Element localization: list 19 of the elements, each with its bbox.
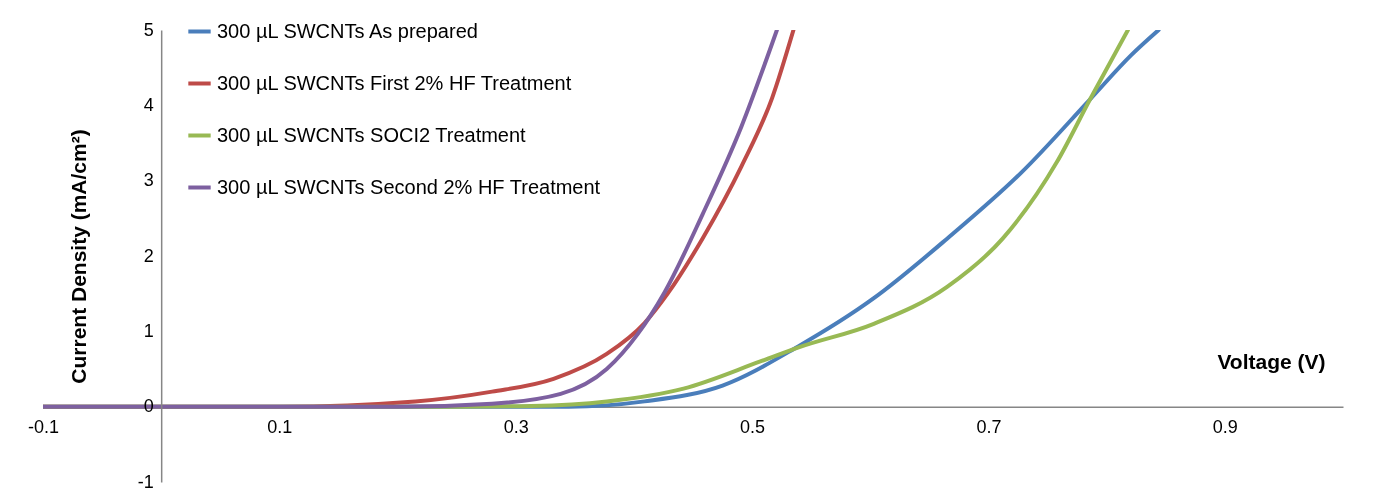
legend-label: 300 µL SWCNTs Second 2% HF Treatment — [217, 175, 601, 198]
y-tick-label: 3 — [143, 170, 154, 191]
x-tick-label: 0.5 — [740, 417, 766, 438]
legend-label: 300 µL SWCNTs First 2% HF Treatment — [217, 71, 572, 94]
x-tick-label: -0.1 — [27, 417, 60, 438]
x-tick-label: 0.1 — [267, 417, 293, 438]
x-axis-title: Voltage (V) — [1217, 350, 1326, 374]
y-tick-label: 4 — [143, 94, 154, 115]
y-tick-label: 2 — [143, 245, 154, 266]
y-tick-label: 1 — [143, 320, 154, 341]
y-tick-label: 5 — [143, 19, 154, 40]
x-tick-label: 0.9 — [1212, 417, 1238, 438]
y-tick-label: 0 — [143, 396, 154, 417]
x-tick-label: 0.3 — [503, 417, 529, 438]
y-tick-label: -1 — [137, 471, 154, 492]
legend-label: 300 µL SWCNTs SOCI2 Treatment — [217, 123, 527, 146]
legend-label: 300 µL SWCNTs As prepared — [217, 19, 478, 42]
x-tick-label: 0.7 — [976, 417, 1002, 438]
y-axis-title: Current Density (mA/cm²) — [66, 129, 90, 384]
